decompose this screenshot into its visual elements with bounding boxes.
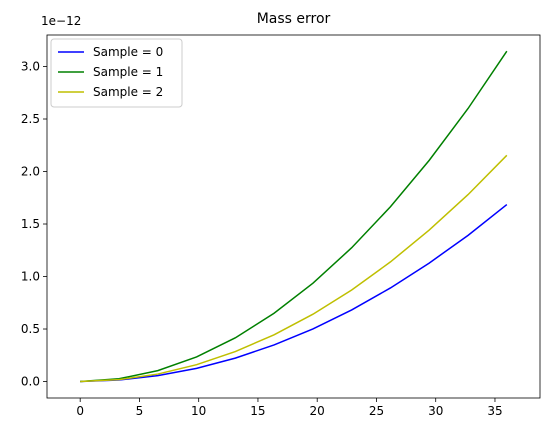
plot-lines: [80, 50, 508, 383]
plot-frame: [46, 34, 541, 399]
x-tick-label: 10: [191, 404, 206, 418]
series-line-1: [80, 50, 508, 383]
y-axis: 0.0 0.5 1.0 1.5 2.0 2.5 3.0: [21, 60, 47, 389]
x-tick-label: 5: [136, 404, 144, 418]
y-tick-label: 2.5: [21, 112, 40, 126]
series-line-2: [80, 154, 508, 383]
legend: Sample = 0 Sample = 1 Sample = 2: [50, 38, 183, 108]
legend-label-2: Sample = 2: [93, 85, 163, 99]
x-tick-label: 15: [250, 404, 265, 418]
legend-box: [50, 38, 183, 108]
chart-title: Mass error: [257, 11, 331, 27]
x-tick-label: 30: [428, 404, 443, 418]
y-tick-label: 2.0: [21, 165, 40, 179]
y-tick-label: 0.0: [21, 375, 40, 389]
y-axis-offset-label: 1e−12: [41, 14, 81, 28]
legend-label-0: Sample = 0: [93, 45, 163, 59]
x-axis: 0 5 10 15 20 25 30 35: [76, 398, 503, 418]
x-tick-label: 25: [369, 404, 384, 418]
legend-label-1: Sample = 1: [93, 65, 163, 79]
x-tick-label: 20: [310, 404, 325, 418]
y-tick-label: 3.0: [21, 60, 40, 74]
y-tick-label: 0.5: [21, 322, 40, 336]
x-tick-label: 35: [487, 404, 502, 418]
y-tick-label: 1.0: [21, 270, 40, 284]
y-tick-label: 1.5: [21, 217, 40, 231]
x-tick-label: 0: [76, 404, 84, 418]
series-line-0: [80, 203, 508, 383]
